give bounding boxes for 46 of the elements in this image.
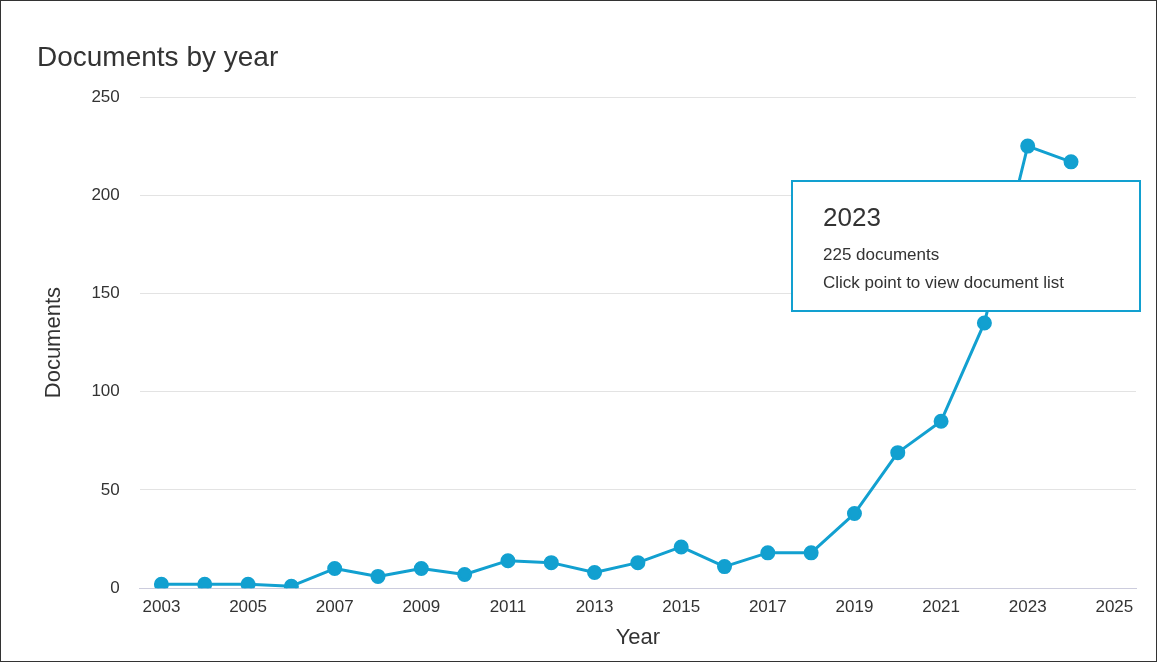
point xyxy=(760,545,776,561)
point xyxy=(1020,138,1036,154)
x-tick-label: 2015 xyxy=(662,597,701,617)
x-tick-label: 2009 xyxy=(402,597,441,617)
annotation: 225 documents xyxy=(823,244,941,266)
annotation: 2023 xyxy=(823,202,882,233)
y-tick-label: 50 xyxy=(100,479,120,499)
x-tick-label: 2025 xyxy=(1095,597,1134,617)
point xyxy=(803,545,819,561)
point xyxy=(890,445,906,461)
point xyxy=(327,561,343,577)
point xyxy=(587,564,603,580)
x-tick-label: 2013 xyxy=(575,597,614,617)
point xyxy=(413,561,429,577)
x-tick-label: 2017 xyxy=(748,597,787,617)
chart-title: Documents by year xyxy=(37,41,279,73)
y-tick-label: 200 xyxy=(91,184,120,204)
point xyxy=(457,566,473,582)
x-tick-label: 2005 xyxy=(229,597,267,617)
y-tick-label: 0 xyxy=(110,577,120,597)
point xyxy=(197,576,213,589)
x-tick-label: 2007 xyxy=(315,597,354,617)
x-tick-label: 2019 xyxy=(835,597,874,617)
point xyxy=(153,576,169,589)
point xyxy=(500,553,516,569)
point xyxy=(630,555,646,571)
point xyxy=(1063,154,1079,170)
point xyxy=(933,413,949,429)
point xyxy=(673,539,689,555)
y-tick-label: 250 xyxy=(91,86,120,106)
x-tick-label: 2003 xyxy=(142,597,181,617)
point xyxy=(717,559,733,575)
point xyxy=(846,506,862,522)
y-tick-label: 150 xyxy=(91,283,120,303)
point xyxy=(976,315,992,331)
x-tick-label: 2023 xyxy=(1008,597,1047,617)
point xyxy=(543,555,559,571)
x-tick-label: 2011 xyxy=(489,597,527,617)
x-axis-title: Year xyxy=(615,623,661,649)
y-axis-title: Documents xyxy=(40,286,66,399)
x-tick-label: 2021 xyxy=(922,597,960,617)
point xyxy=(370,568,386,584)
tooltip-box: 2023 225 documents Click point to view document list xyxy=(791,180,1141,312)
annotation: Click point to view document list xyxy=(823,272,1065,294)
y-tick-label: 100 xyxy=(91,381,120,401)
point xyxy=(240,576,256,589)
